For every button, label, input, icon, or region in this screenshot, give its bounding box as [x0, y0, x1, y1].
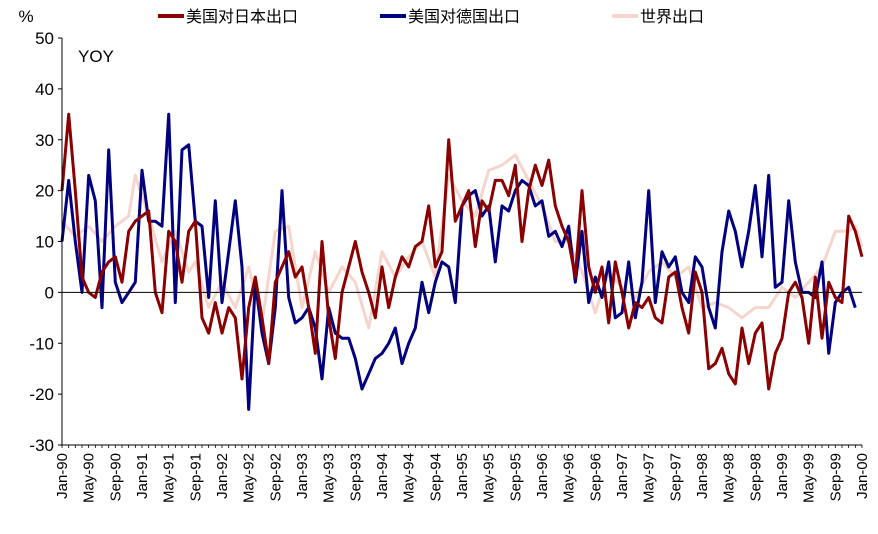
x-tick-label: Sep-97 — [667, 453, 684, 501]
x-tick-label: Sep-98 — [747, 453, 764, 501]
series-line-0 — [60, 112, 864, 391]
y-tick-label: 50 — [35, 29, 54, 48]
y-tick-label: 20 — [35, 182, 54, 201]
x-tick-label: May-98 — [721, 453, 738, 503]
x-tick-label: Jan-90 — [54, 453, 71, 499]
x-tick-label: May-92 — [241, 453, 258, 503]
x-tick-label: May-94 — [401, 453, 418, 503]
y-tick-label: -20 — [29, 385, 54, 404]
x-axis: Jan-90 May-90 Sep-90 Jan-91 May-91 Sep-91 Jan-… — [54, 445, 871, 503]
x-tick-label: Sep-92 — [267, 453, 284, 501]
x-tick-label: Jan-91 — [134, 453, 151, 499]
x-tick-label: Sep-91 — [187, 453, 204, 501]
y-axis-unit-label: % — [18, 7, 33, 26]
legend-label-1: 美国对德国出口 — [408, 8, 520, 26]
x-tick-label: Jan-92 — [214, 453, 231, 499]
y-tick-label: 0 — [45, 283, 54, 302]
x-tick-label: Jan-95 — [454, 453, 471, 499]
x-tick-label: Jan-00 — [854, 453, 871, 499]
x-tick-label: May-97 — [641, 453, 658, 503]
x-tick-label: Jan-94 — [374, 453, 391, 499]
series-line-1 — [60, 112, 857, 411]
y-tick-label: 30 — [35, 131, 54, 150]
x-tick-label: May-99 — [801, 453, 818, 503]
x-tick-label: May-91 — [161, 453, 178, 503]
x-tick-label: Sep-93 — [347, 453, 364, 501]
y-tick-label: 10 — [35, 233, 54, 252]
series-line-2 — [60, 153, 864, 330]
y-tick-label: -10 — [29, 334, 54, 353]
x-tick-label: Jan-96 — [534, 453, 551, 499]
yoy-annotation: YOY — [78, 47, 114, 66]
legend-label-2: 世界出口 — [640, 8, 704, 26]
y-tick-label: 40 — [35, 80, 54, 99]
y-axis: 50 40 30 20 10 0 -10 -20 -30 — [29, 29, 62, 455]
x-tick-label: Sep-96 — [587, 453, 604, 501]
axes-lines — [61, 38, 862, 446]
x-tick-label: Sep-95 — [507, 453, 524, 501]
x-tick-label: Sep-94 — [427, 453, 444, 501]
x-tick-label: Sep-99 — [827, 453, 844, 501]
series-group — [60, 112, 864, 411]
x-tick-label: May-93 — [321, 453, 338, 503]
x-tick-label: Jan-99 — [774, 453, 791, 499]
x-tick-label: May-96 — [561, 453, 578, 503]
x-tick-label: May-90 — [81, 453, 98, 503]
x-tick-label: Jan-97 — [614, 453, 631, 499]
x-tick-label: May-95 — [481, 453, 498, 503]
legend: 美国对日本出口 美国对德国出口 世界出口 — [158, 8, 704, 26]
x-tick-label: Jan-98 — [694, 453, 711, 499]
y-tick-label: -30 — [29, 436, 54, 455]
x-tick-label: Sep-90 — [107, 453, 124, 501]
legend-label-0: 美国对日本出口 — [186, 8, 298, 26]
x-tick-label: Jan-93 — [294, 453, 311, 499]
